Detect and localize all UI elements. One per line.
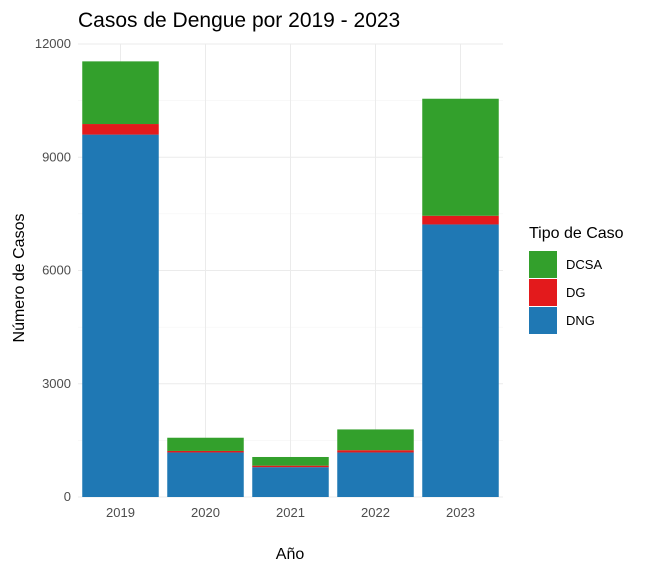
bar-dcsa-2023 xyxy=(422,98,499,216)
bar-dcsa-2020 xyxy=(167,437,244,451)
x-tick-label: 2023 xyxy=(446,505,475,520)
x-tick-label: 2022 xyxy=(361,505,390,520)
bar-dng-2019 xyxy=(82,134,159,497)
bar-dg-2020 xyxy=(167,450,244,453)
x-tick-label: 2019 xyxy=(106,505,135,520)
y-tick-label: 0 xyxy=(64,489,71,504)
chart-title: Casos de Dengue por 2019 - 2023 xyxy=(78,9,400,32)
bar-dg-2023 xyxy=(422,215,499,225)
bar-dng-2023 xyxy=(422,224,499,497)
y-tick-label: 3000 xyxy=(42,376,71,391)
bar-dng-2022 xyxy=(337,452,414,497)
legend-key-dg xyxy=(529,279,557,306)
y-axis-ticks: 0 3000 6000 9000 12000 xyxy=(35,36,71,504)
x-tick-label: 2021 xyxy=(276,505,305,520)
bar-dng-2021 xyxy=(252,467,329,497)
legend: Tipo de Caso DCSA DG DNG xyxy=(529,225,624,334)
legend-label-dcsa: DCSA xyxy=(566,257,602,272)
bar-dng-2020 xyxy=(167,452,244,497)
y-axis-title: Número de Casos xyxy=(11,214,28,343)
x-tick-label: 2020 xyxy=(191,505,220,520)
x-axis-ticks: 2019 2020 2021 2022 2023 xyxy=(106,505,475,520)
legend-key-dcsa xyxy=(529,251,557,278)
x-axis-title: Año xyxy=(276,546,305,563)
bar-dg-2021 xyxy=(252,465,329,468)
y-tick-label: 12000 xyxy=(35,36,71,51)
bar-dg-2022 xyxy=(337,450,414,453)
bar-dcsa-2019 xyxy=(82,61,159,125)
bar-dcsa-2021 xyxy=(252,456,329,466)
legend-key-dng xyxy=(529,307,557,334)
bars xyxy=(82,61,499,497)
y-tick-label: 9000 xyxy=(42,149,71,164)
bar-dcsa-2022 xyxy=(337,429,414,451)
bar-dg-2019 xyxy=(82,124,159,135)
legend-label-dg: DG xyxy=(566,285,586,300)
legend-label-dng: DNG xyxy=(566,313,595,328)
legend-title: Tipo de Caso xyxy=(529,225,624,242)
y-tick-label: 6000 xyxy=(42,263,71,278)
